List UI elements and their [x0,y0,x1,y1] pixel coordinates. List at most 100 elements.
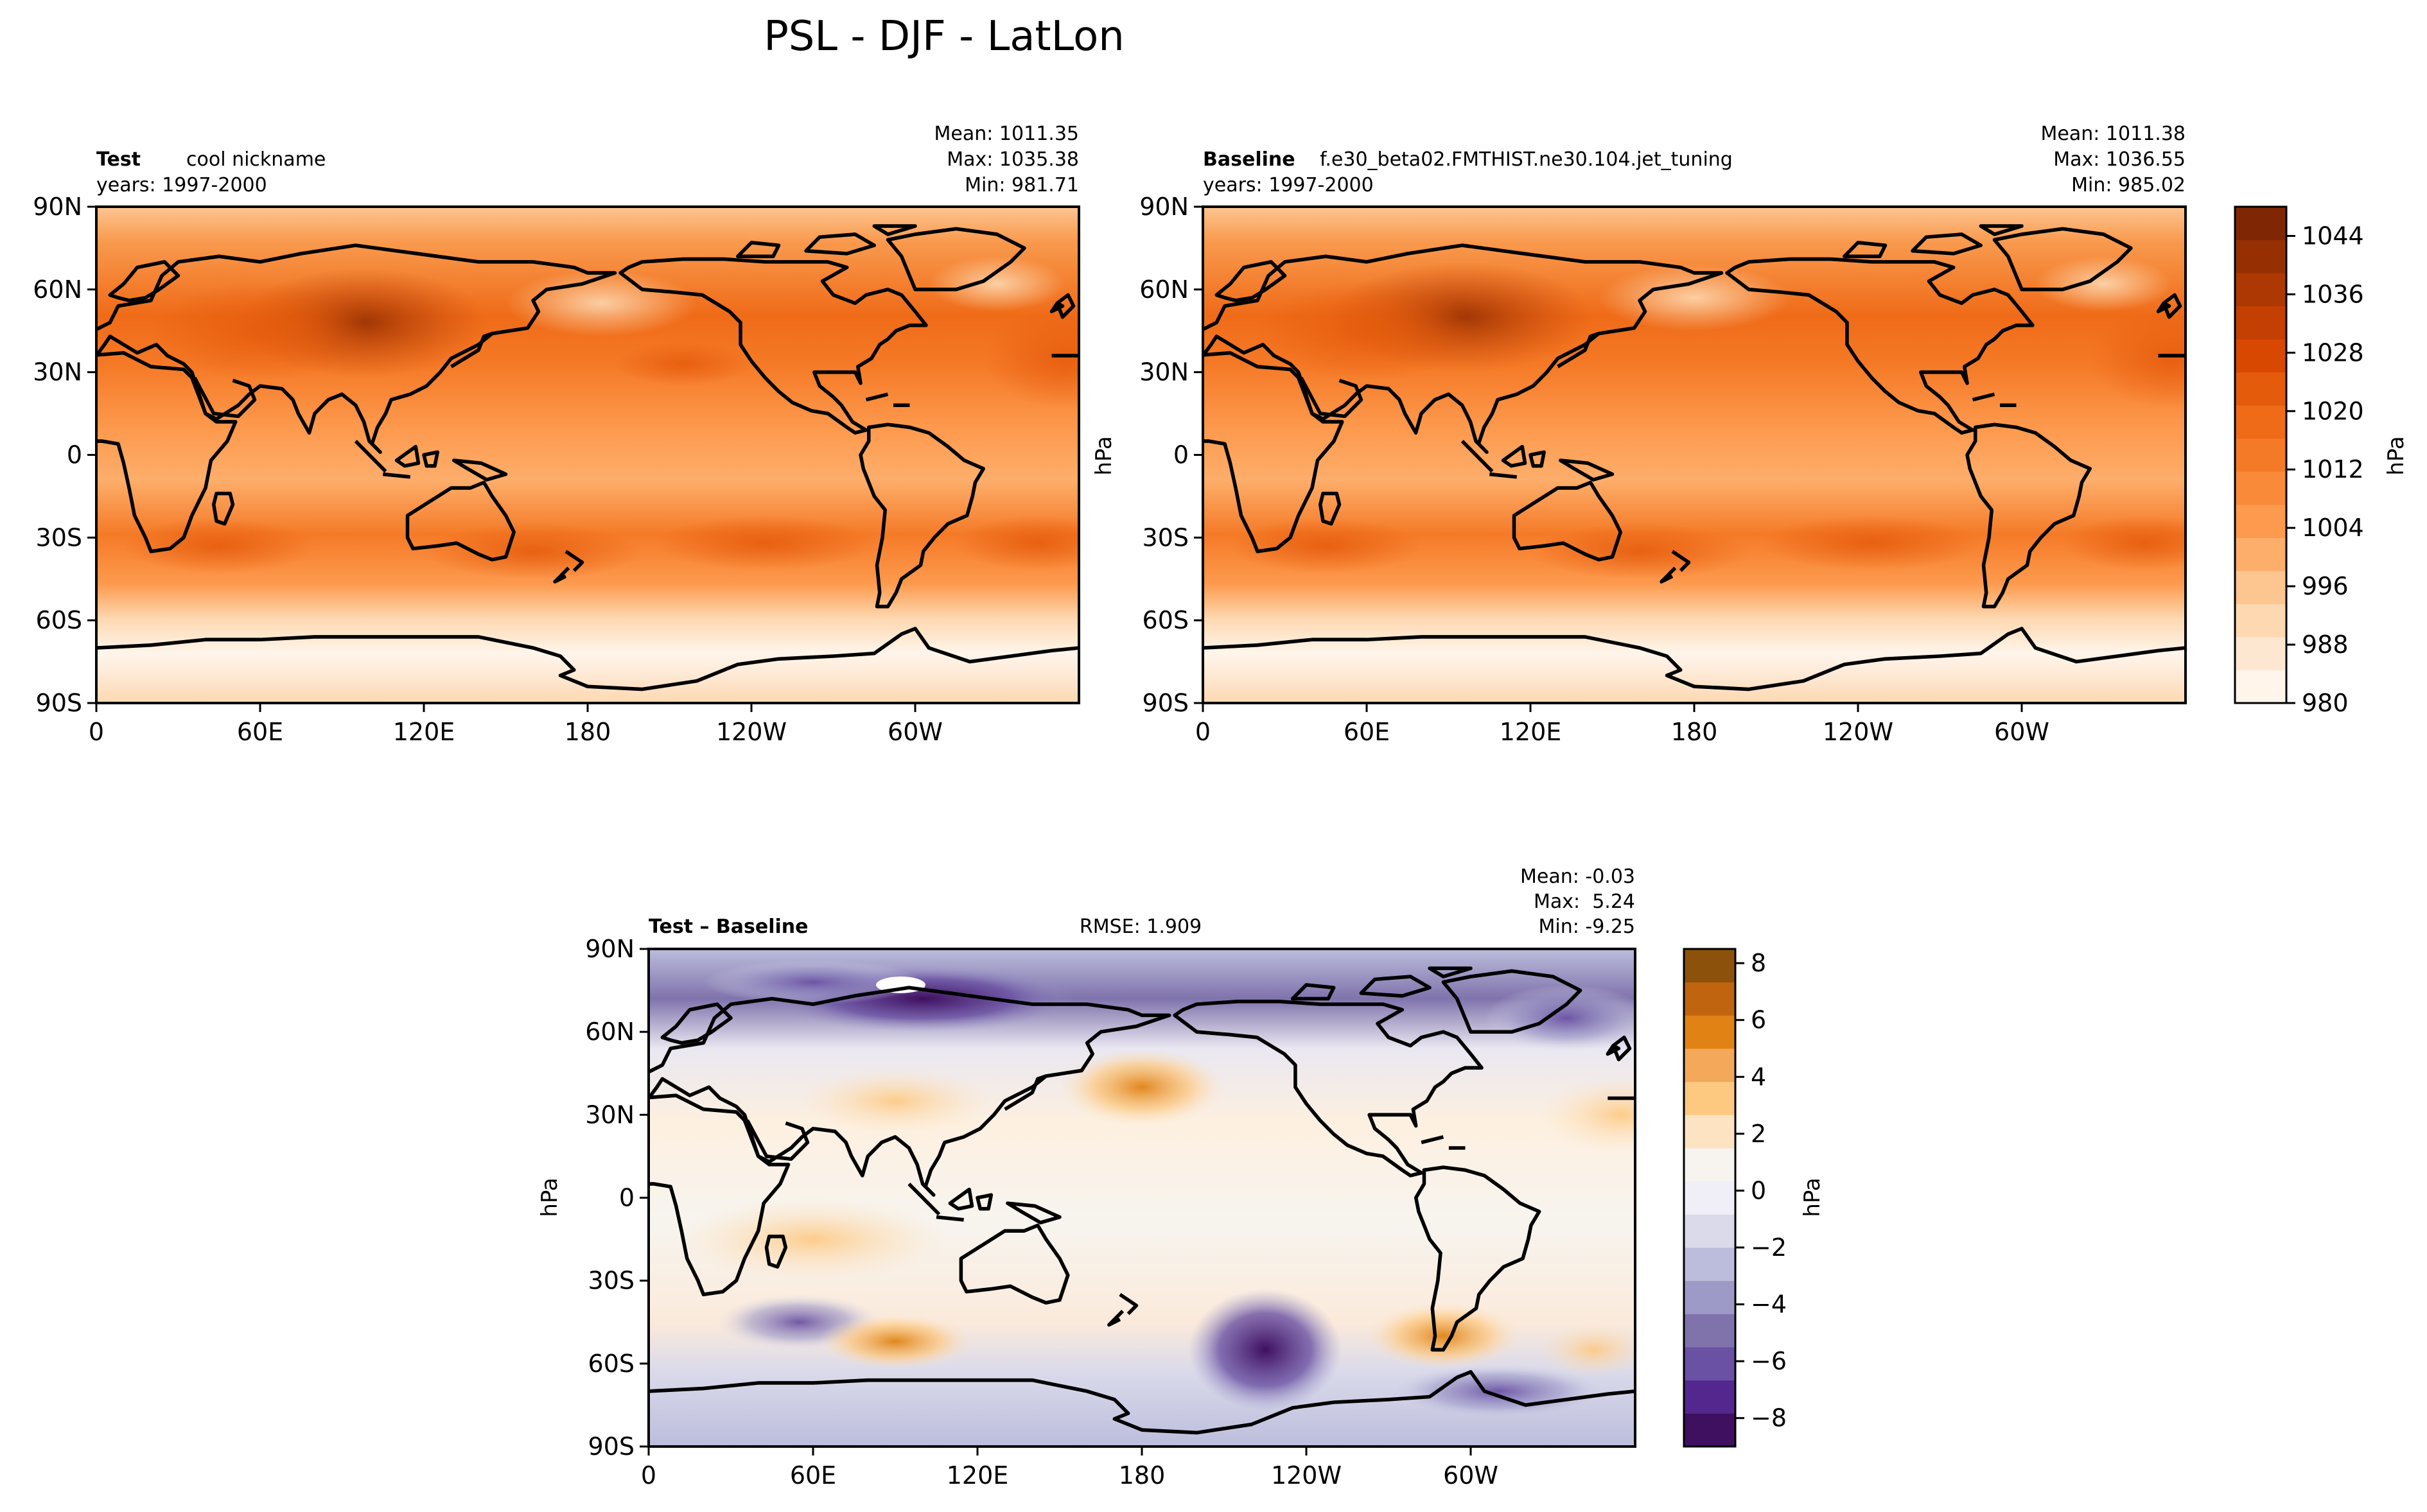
baseline-xtick-label: 60E [1344,718,1390,746]
abs-colorbar-band [2235,471,2286,505]
diff-colorbar-band [1684,1115,1735,1149]
test-ytick-label: 0 [67,441,82,469]
test-map [96,207,1079,703]
diff-ytick-label: 90N [585,935,635,963]
test-ytick-label: 90N [33,193,82,221]
abs-colorbar-band [2235,306,2286,340]
test-xtick-label: 120E [393,718,455,746]
baseline-xtick-label: 120E [1500,718,1562,746]
abs-colorbar-band [2235,207,2286,241]
diff-colorbar-tick-label: −6 [1751,1347,1787,1375]
baseline-xtick-label: 60W [1994,718,2049,746]
baseline-stat-min: Min: 985.02 [2071,174,2186,196]
diff-colorbar-tick-label: 2 [1751,1120,1766,1148]
test-axes: 0 60E 120E 180 120W 60W 90N 60N 30N 0 30S 60S 90S [33,193,943,746]
test-label-name: cool nickname [186,148,326,171]
test-stat-mean: Mean: 1011.35 [934,123,1079,145]
panel-difference: Test – Baseline RMSE: 1.909 Mean: -0.03 … [537,865,1825,1490]
abs-colorbar-tick-label: 1020 [2302,397,2364,425]
abs-colorbar-band [2235,438,2286,472]
abs-colorbar-band [2235,670,2286,704]
test-xtick-label: 60E [237,718,283,746]
diff-colorbar-band [1684,1015,1735,1049]
baseline-map [1203,207,2186,703]
baseline-years: years: 1997-2000 [1203,174,1374,196]
diff-colorbar-band [1684,1347,1735,1381]
abs-colorbar-band [2235,570,2286,604]
abs-colorbar-band [2235,405,2286,439]
diff-colorbar-tick-label: −4 [1751,1290,1787,1319]
baseline-label-name: f.e30_beta02.FMTHIST.ne30.104.jet_tuning [1320,148,1733,171]
diff-colorbar-band [1684,1280,1735,1314]
figure-title: PSL - DJF - LatLon [764,13,1125,60]
abs-colorbar-tick-label: 1036 [2302,280,2364,308]
baseline-stat-mean: Mean: 1011.38 [2041,123,2186,145]
test-xtick-label: 60W [888,718,943,746]
test-xtick-label: 0 [89,718,104,746]
panel-test: Test cool nickname years: 1997-2000 Mean… [33,123,1080,746]
test-stat-max: Max: 1035.38 [947,148,1079,171]
baseline-ytick-label: 90S [1143,689,1189,717]
baseline-ytick-label: 90N [1139,193,1189,221]
diff-rmse: RMSE: 1.909 [1080,916,1202,938]
diff-colorbar-band [1684,1081,1735,1115]
test-ytick-label: 90S [36,689,82,717]
abs-colorbar-tick-label: 980 [2302,689,2349,717]
abs-colorbar-band [2235,372,2286,406]
diff-xtick-label: 0 [641,1461,656,1490]
diff-ytick-label: 30S [588,1267,635,1295]
abs-colorbar-tick-label: 1012 [2302,455,2364,483]
diff-colorbar-tick-label: 8 [1751,949,1766,977]
abs-colorbar-band [2235,239,2286,274]
panel-baseline: Baseline f.e30_beta02.FMTHIST.ne30.104.j… [1091,123,2409,746]
diff-xtick-label: 180 [1119,1461,1166,1490]
diff-colorbar-tick-label: −2 [1751,1233,1787,1262]
diff-ytick-label: 60N [585,1018,635,1046]
test-ytick-label: 30S [36,523,82,552]
abs-colorbar-frame [2234,205,2288,704]
diff-ytick-label: 60S [588,1350,635,1378]
diff-xtick-label: 120W [1271,1461,1342,1490]
diff-colorbar-band [1684,1314,1735,1348]
test-ytick-label: 60N [33,275,82,304]
abs-colorbar-tick-label: 1044 [2302,222,2364,250]
diff-colorbar-tick-label: 4 [1751,1063,1766,1091]
diff-stat-mean: Mean: -0.03 [1520,865,1635,888]
baseline-stat-max: Max: 1036.55 [2053,148,2186,171]
baseline-xtick-label: 0 [1195,718,1211,746]
diff-ytick-label: 30N [585,1100,635,1129]
abs-colorbar-band [2235,504,2286,538]
baseline-ylabel: hPa [1091,436,1117,475]
diff-colorbar-frame [1683,948,1737,1448]
abs-colorbar-tick-label: 1004 [2302,514,2364,542]
abs-colorbar-band [2235,537,2286,571]
baseline-axes: 0 60E 120E 180 120W 60W 90N 60N 30N 0 30S 60S 90S [1139,193,2049,746]
diff-axes: 0 60E 120E 180 120W 60W 90N 60N 30N 0 30S 60S 90S [585,935,1498,1490]
diff-colorbar-band [1684,1214,1735,1248]
test-xtick-label: 180 [565,718,611,746]
diff-colorbar-band [1684,1181,1735,1215]
abs-colorbar: 980 988 996 1004 1012 1020 1028 1036 1044 [2234,205,2364,717]
baseline-ytick-label: 0 [1173,441,1189,469]
diff-stat-max: Max: 5.24 [1534,891,1635,913]
baseline-xtick-label: 180 [1671,718,1718,746]
diff-ylabel: hPa [537,1177,563,1217]
diff-colorbar-tick-label: 6 [1751,1006,1766,1034]
diff-colorbar-band [1684,1048,1735,1082]
diff-label-bold: Test – Baseline [649,916,809,938]
test-ytick-label: 30N [33,358,82,387]
baseline-ytick-label: 60N [1139,275,1189,304]
diff-colorbar: −8 −6 −4 −2 0 2 4 6 8 [1683,948,1787,1448]
diff-xtick-label: 60W [1443,1461,1498,1490]
diff-colorbar-label: hPa [1800,1177,1825,1217]
diff-xtick-label: 120E [947,1461,1009,1490]
diff-colorbar-band [1684,1247,1735,1282]
baseline-ytick-label: 30S [1143,523,1189,552]
abs-colorbar-tick-label: 988 [2302,630,2349,659]
diff-colorbar-band [1684,1380,1735,1414]
diff-colorbar-band [1684,1148,1735,1182]
diff-ytick-label: 90S [588,1432,635,1461]
abs-colorbar-band [2235,273,2286,307]
diff-colorbar-band [1684,1413,1735,1447]
